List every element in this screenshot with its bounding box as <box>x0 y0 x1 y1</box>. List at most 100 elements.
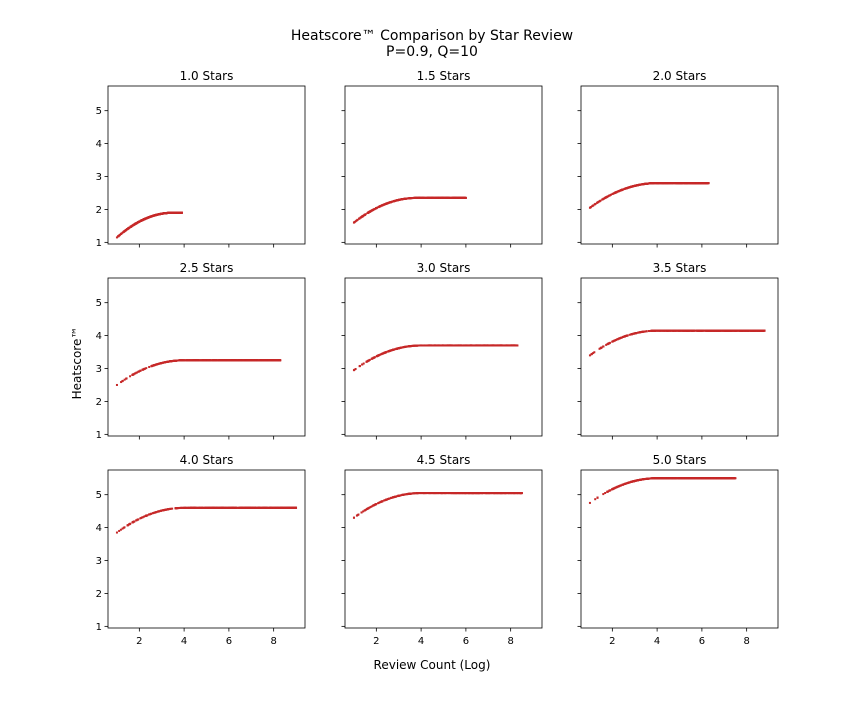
data-point <box>399 346 402 349</box>
subplot-title: 1.5 Stars <box>417 69 471 83</box>
data-point <box>447 196 450 199</box>
data-point <box>170 211 173 214</box>
data-point <box>763 329 766 332</box>
data-point <box>446 492 449 495</box>
data-point <box>746 329 749 332</box>
data-point <box>357 513 360 516</box>
data-point <box>663 329 666 332</box>
data-point <box>460 344 463 347</box>
data-point <box>659 329 662 332</box>
subplot-title: 3.0 Stars <box>417 261 471 275</box>
data-point <box>181 506 184 509</box>
data-point <box>131 373 134 376</box>
data-point <box>150 512 153 515</box>
data-point <box>132 373 135 376</box>
data-point <box>168 211 171 214</box>
data-point <box>205 506 208 509</box>
data-point <box>189 359 192 362</box>
y-tick-label: 2 <box>96 205 102 216</box>
data-point <box>266 506 269 509</box>
data-point <box>169 360 172 363</box>
data-point <box>438 492 441 495</box>
data-point <box>171 211 174 214</box>
data-point <box>678 329 681 332</box>
data-point <box>654 182 657 185</box>
data-point <box>751 329 754 332</box>
data-point <box>389 201 392 204</box>
data-point <box>376 354 379 357</box>
data-point <box>418 492 421 495</box>
data-point <box>606 195 609 198</box>
data-point <box>476 344 479 347</box>
data-point <box>447 492 450 495</box>
data-point <box>395 199 398 202</box>
data-point <box>663 182 666 185</box>
data-point <box>223 359 226 362</box>
data-point <box>412 492 415 495</box>
data-point <box>713 329 716 332</box>
data-point <box>415 344 418 347</box>
subplot: 3.0 Stars <box>341 261 543 440</box>
data-point <box>370 209 373 212</box>
data-point <box>262 359 265 362</box>
data-point <box>411 197 414 200</box>
data-point <box>671 182 674 185</box>
data-point <box>142 218 145 221</box>
y-tick-label: 5 <box>96 298 102 309</box>
data-point <box>126 524 129 527</box>
data-point <box>453 196 456 199</box>
data-point <box>673 182 676 185</box>
data-point <box>414 196 417 199</box>
data-point <box>429 344 432 347</box>
data-point <box>184 506 187 509</box>
data-point <box>433 196 436 199</box>
data-point <box>630 333 633 336</box>
data-point <box>420 492 423 495</box>
subplot-title: 3.5 Stars <box>653 261 707 275</box>
data-point <box>619 189 622 192</box>
data-point <box>220 359 223 362</box>
data-point <box>170 360 173 363</box>
data-point <box>138 370 141 373</box>
data-point <box>759 329 762 332</box>
data-point <box>187 359 190 362</box>
data-point <box>601 198 604 201</box>
data-point <box>505 344 508 347</box>
y-tick-label: 1 <box>96 430 102 441</box>
data-point <box>363 509 366 512</box>
data-point <box>177 507 180 510</box>
data-point <box>450 196 453 199</box>
data-point <box>397 347 400 350</box>
data-point <box>207 506 210 509</box>
data-point <box>424 344 427 347</box>
data-point <box>433 344 436 347</box>
data-point <box>618 337 621 340</box>
scatter-points <box>115 506 298 534</box>
data-point <box>278 506 281 509</box>
data-point <box>694 329 697 332</box>
data-point <box>362 214 365 217</box>
data-point <box>413 344 416 347</box>
data-point <box>175 507 178 510</box>
data-point <box>689 182 692 185</box>
data-point <box>690 182 693 185</box>
data-point <box>158 362 161 365</box>
data-point <box>183 359 186 362</box>
data-point <box>745 329 748 332</box>
data-point <box>619 336 622 339</box>
data-point <box>248 506 251 509</box>
data-point <box>240 359 243 362</box>
data-point <box>208 506 211 509</box>
data-point <box>378 205 381 208</box>
data-point <box>698 182 701 185</box>
data-point <box>155 213 158 216</box>
data-point <box>207 359 210 362</box>
data-point <box>625 334 628 337</box>
data-point <box>687 329 690 332</box>
data-point <box>419 196 422 199</box>
data-point <box>760 329 763 332</box>
data-point <box>280 506 283 509</box>
data-point <box>660 182 663 185</box>
